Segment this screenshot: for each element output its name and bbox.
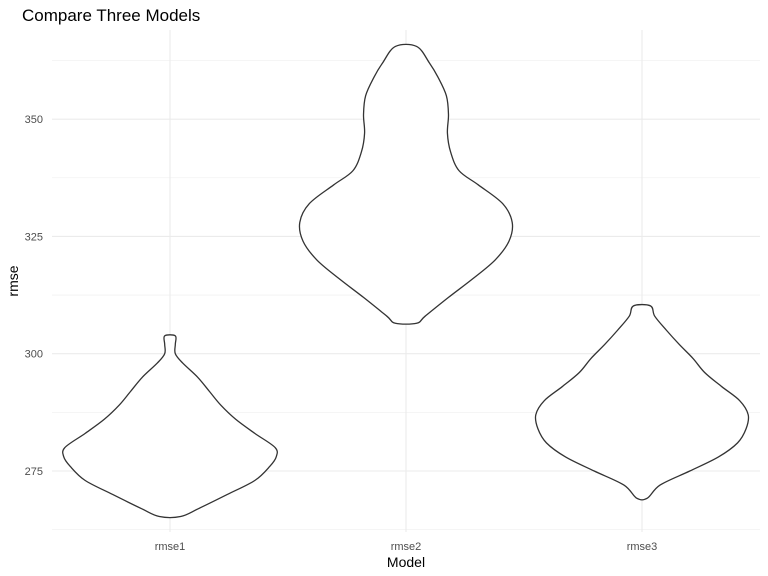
y-axis-ticks: 275 300 325 350: [25, 114, 43, 478]
y-tick-label: 350: [25, 114, 43, 126]
y-tick-label: 275: [25, 466, 43, 478]
y-tick-label: 325: [25, 231, 43, 243]
x-tick-label: rmse3: [627, 541, 658, 553]
violins: [62, 43, 750, 519]
x-axis-ticks: rmse1 rmse2 rmse3: [155, 541, 658, 553]
chart-title: Compare Three Models: [22, 6, 200, 25]
y-tick-label: 300: [25, 349, 43, 361]
x-axis-title: Model: [387, 554, 425, 570]
x-tick-label: rmse2: [391, 541, 422, 553]
violin-rmse3: [534, 303, 750, 501]
x-tick-label: rmse1: [155, 541, 186, 553]
violin-rmse1: [62, 334, 278, 519]
violin-rmse2: [298, 43, 514, 325]
y-axis-title: rmse: [5, 265, 21, 296]
